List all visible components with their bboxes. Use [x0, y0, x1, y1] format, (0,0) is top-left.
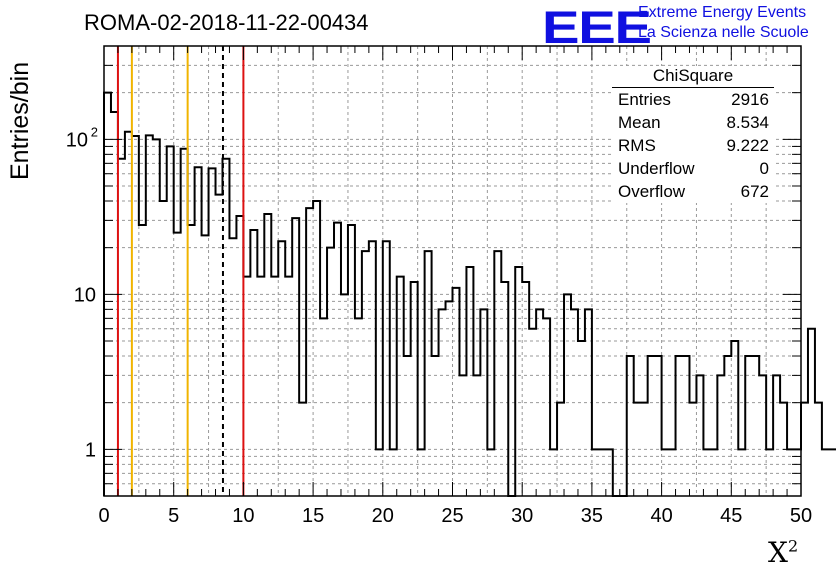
- logo-subtitle-line1: Extreme Energy Events: [638, 4, 807, 21]
- stats-value: 0: [759, 159, 769, 178]
- x-tick-label: 30: [511, 505, 533, 527]
- stats-row-overflow: Overflow 672: [612, 180, 774, 203]
- stats-value: 8.534: [726, 113, 769, 132]
- stats-label: RMS: [618, 136, 656, 155]
- logo-subtitle-line2: La Scienza nelle Scuole: [638, 24, 809, 41]
- x-tick-label: 35: [581, 505, 603, 527]
- stats-row-rms: RMS 9.222: [612, 134, 774, 157]
- stats-label: Overflow: [618, 182, 686, 201]
- stats-row-underflow: Underflow 0: [612, 157, 774, 180]
- histogram-series: [103, 91, 836, 497]
- x-tick-label: 40: [650, 505, 672, 527]
- chart-title: ROMA-02-2018-11-22-00434: [84, 10, 369, 35]
- x-axis-label: X2: [768, 536, 798, 569]
- y-tick-label: 1: [85, 439, 96, 461]
- stats-value: 672: [740, 182, 769, 201]
- x-axis-label-sup: 2: [787, 536, 799, 556]
- stats-label: Underflow: [618, 159, 695, 178]
- x-tick-label: 15: [302, 505, 324, 527]
- stats-label: Mean: [618, 113, 661, 132]
- x-tick-label: 50: [790, 505, 812, 527]
- stats-label: Entries: [618, 90, 671, 109]
- x-tick-label: 45: [720, 505, 742, 527]
- stats-title: ChiSquare: [612, 66, 774, 88]
- stats-row-entries: Entries 2916: [612, 88, 774, 111]
- stats-box: ChiSquare Entries 2916 Mean 8.534 RMS 9.222…: [612, 66, 774, 203]
- x-tick-label: 0: [98, 505, 109, 527]
- y-tick-label-sup: 2: [91, 124, 98, 139]
- stats-value: 2916: [731, 90, 769, 109]
- stats-row-mean: Mean 8.534: [612, 111, 774, 134]
- y-tick-label: 10: [74, 284, 96, 306]
- x-tick-label: 25: [441, 505, 463, 527]
- x-tick-label: 20: [372, 505, 394, 527]
- y-tick-label: 10: [66, 129, 88, 151]
- stats-value: 9.222: [726, 136, 769, 155]
- x-tick-label: 5: [168, 505, 179, 527]
- x-tick-label: 10: [232, 505, 254, 527]
- eee-logo: EEE: [542, 2, 652, 53]
- x-axis-label-base: X: [768, 536, 788, 569]
- y-axis-label: Entries/bin: [6, 61, 34, 180]
